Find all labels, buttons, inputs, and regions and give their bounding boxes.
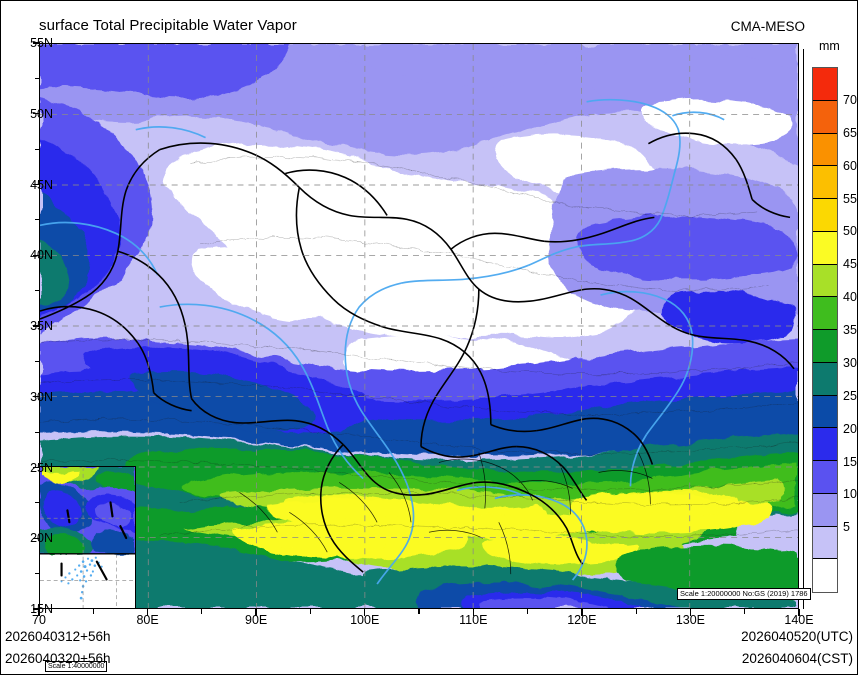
x-axis-tick [38, 609, 40, 616]
x-axis-label: 120E [567, 613, 597, 627]
y-axis-minor-tick [35, 502, 40, 504]
x-axis-tick [472, 609, 474, 616]
colorbar-swatch[interactable] [813, 231, 837, 265]
map-plot-area[interactable] [39, 43, 799, 609]
model-label: CMA-MESO [730, 19, 805, 34]
y-axis-tick [33, 537, 40, 539]
colorbar-tick-label: 55 [843, 191, 857, 206]
colorbar-swatch[interactable] [813, 133, 837, 167]
colorbar-swatch[interactable] [813, 461, 837, 494]
y-axis-label: 30N [30, 389, 53, 404]
map-scale-note: Scale 1:20000000 No:GS (2019) 1786 [677, 588, 811, 600]
x-axis-minor-tick [635, 609, 637, 614]
x-axis-tick [689, 609, 692, 616]
x-axis-label: 100E [350, 613, 380, 627]
grid-layer [40, 44, 798, 608]
colorbar-tick-label: 5 [843, 520, 850, 535]
colorbar-tick-label: 60 [843, 158, 857, 173]
colorbar-tick-label: 35 [843, 323, 857, 337]
y-axis-tick [33, 608, 40, 610]
colorbar-swatch[interactable] [813, 166, 837, 199]
init-time-cst: 2026040320+56h [5, 651, 111, 666]
y-axis-tick [33, 325, 40, 327]
contour-field [40, 44, 798, 608]
colorbar-swatch[interactable] [813, 493, 837, 527]
colorbar-tick-label: 50 [843, 224, 857, 239]
y-axis-tick [33, 183, 40, 186]
x-axis-label: 110E [459, 613, 488, 627]
colorbar-tick-label: 25 [843, 388, 857, 403]
colorbar-unit-label: mm [819, 39, 840, 53]
colorbar-swatch[interactable] [813, 264, 837, 298]
y-axis-label: 20N [30, 531, 53, 546]
x-axis-minor-tick [309, 609, 312, 614]
colorbar-swatch[interactable] [813, 526, 837, 560]
y-axis-tick [33, 113, 40, 115]
y-axis-minor-tick [35, 431, 40, 433]
colorbar-swatch[interactable] [813, 330, 837, 363]
colorbar-swatch[interactable] [813, 68, 837, 101]
x-axis-label: 90E [245, 613, 268, 627]
x-axis-label: 70 [32, 613, 46, 627]
x-axis-minor-tick [92, 609, 94, 614]
x-axis-tick [146, 609, 149, 616]
colorbar-swatch[interactable] [813, 100, 837, 134]
x-axis-tick [798, 609, 800, 616]
colorbar-tick-label: 30 [843, 355, 857, 370]
x-axis-minor-tick [744, 609, 746, 614]
colorbar-tick-label: 65 [843, 125, 857, 140]
colorbar-panel [803, 49, 859, 609]
y-axis-minor-tick [35, 573, 40, 575]
y-axis-minor-tick [35, 77, 40, 79]
contour-line-layer [40, 156, 798, 537]
y-axis-tick [33, 396, 40, 398]
y-axis-label: 40N [30, 248, 53, 263]
x-axis-minor-tick [526, 609, 529, 614]
colorbar-swatch[interactable] [813, 559, 837, 592]
y-axis-tick [33, 466, 40, 469]
y-axis-label: 50N [30, 106, 53, 121]
valid-time-cst: 2026040604(CST) [741, 651, 853, 666]
x-axis-minor-tick [418, 609, 420, 614]
inset-contour-field [40, 467, 135, 608]
x-axis-tick [364, 609, 366, 616]
y-axis-tick [33, 42, 40, 44]
x-axis-label: 140E [784, 613, 814, 627]
colorbar-tick-label: 40 [843, 290, 857, 305]
x-axis-tick [581, 609, 583, 616]
border-layer [40, 132, 795, 573]
y-axis-label: 45N [30, 177, 53, 192]
y-axis-minor-tick [35, 148, 40, 150]
inset-map[interactable] [39, 466, 136, 609]
y-axis-minor-tick [35, 290, 40, 292]
y-axis-tick [33, 254, 40, 256]
inset-scale-note: Scale 1:40000000 [45, 661, 108, 672]
colorbar-tick-label: 20 [843, 421, 857, 436]
x-axis-minor-tick [201, 609, 203, 614]
colorbar-tick-label: 45 [843, 257, 857, 272]
y-axis-label: 25N [30, 460, 53, 475]
colorbar-tick-label: 70 [843, 92, 857, 107]
x-axis-label: 80E [136, 613, 159, 627]
page-title: surface Total Precipitable Water Vapor [39, 17, 297, 34]
y-axis-label: 35N [30, 319, 53, 333]
y-axis-label: 15N [30, 602, 53, 616]
y-axis-label: 55N [30, 36, 53, 50]
x-axis-tick [255, 609, 257, 616]
colorbar-swatch[interactable] [813, 362, 837, 396]
y-axis-minor-tick [35, 360, 40, 362]
x-axis-label: 130E [675, 613, 706, 627]
colorbar-tick-label: 10 [843, 487, 857, 502]
colorbar-swatch[interactable] [813, 428, 837, 461]
colorbar-swatch[interactable] [813, 199, 837, 232]
y-axis-minor-tick [35, 219, 40, 221]
colorbar-swatch[interactable] [813, 297, 837, 330]
valid-time-utc: 2026040520(UTC) [741, 629, 853, 644]
colorbar-swatch[interactable] [813, 395, 837, 429]
colorbar[interactable] [812, 67, 838, 593]
init-time-utc: 2026040312+56h [5, 629, 111, 644]
colorbar-tick-label: 15 [843, 454, 857, 469]
